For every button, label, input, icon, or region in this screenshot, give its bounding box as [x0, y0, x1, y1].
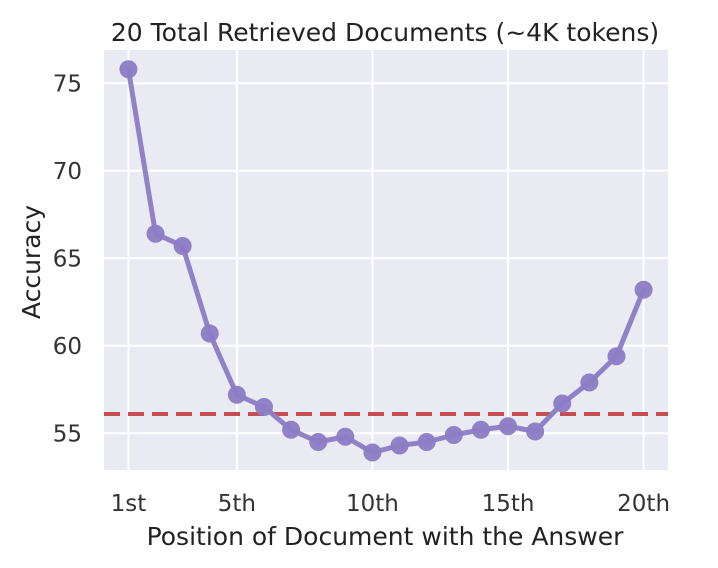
data-point: [444, 426, 463, 444]
y-axis-label: Accuracy: [17, 205, 46, 319]
grid: [104, 50, 668, 470]
data-point: [580, 373, 599, 392]
x-tick-labels: 1st 5th 10th 15th 20th: [111, 491, 670, 517]
data-point: [146, 224, 165, 243]
y-tick-labels: 55 60 65 70 75: [53, 71, 82, 447]
data-point: [471, 420, 490, 439]
x-tick-label: 20th: [617, 491, 670, 517]
data-point: [390, 436, 409, 455]
data-point: [526, 422, 545, 441]
x-axis-label: Position of Document with the Answer: [147, 522, 625, 551]
y-tick-label: 70: [53, 159, 82, 185]
data-point: [553, 394, 572, 413]
y-tick-label: 75: [53, 71, 82, 97]
x-tick-label: 1st: [111, 491, 147, 517]
data-point: [200, 324, 219, 343]
series-group: [119, 60, 653, 462]
x-tick-label: 5th: [218, 491, 256, 517]
data-point: [607, 347, 626, 366]
y-tick-label: 60: [53, 334, 82, 360]
data-point: [254, 398, 273, 416]
data-point: [173, 237, 192, 255]
plot-area: [104, 50, 668, 470]
y-tick-label: 55: [53, 421, 82, 447]
data-point: [227, 385, 246, 404]
data-point: [417, 433, 436, 451]
data-point: [634, 280, 653, 299]
data-point: [119, 60, 138, 79]
data-point: [282, 420, 301, 439]
x-tick-label: 15th: [482, 491, 535, 517]
y-tick-label: 65: [53, 246, 82, 272]
data-point: [363, 443, 382, 462]
chart-title: 20 Total Retrieved Documents (~4K tokens…: [111, 18, 659, 47]
x-tick-label: 10th: [346, 491, 399, 517]
data-point: [336, 427, 355, 446]
data-point: [499, 417, 518, 436]
data-point: [309, 433, 328, 451]
